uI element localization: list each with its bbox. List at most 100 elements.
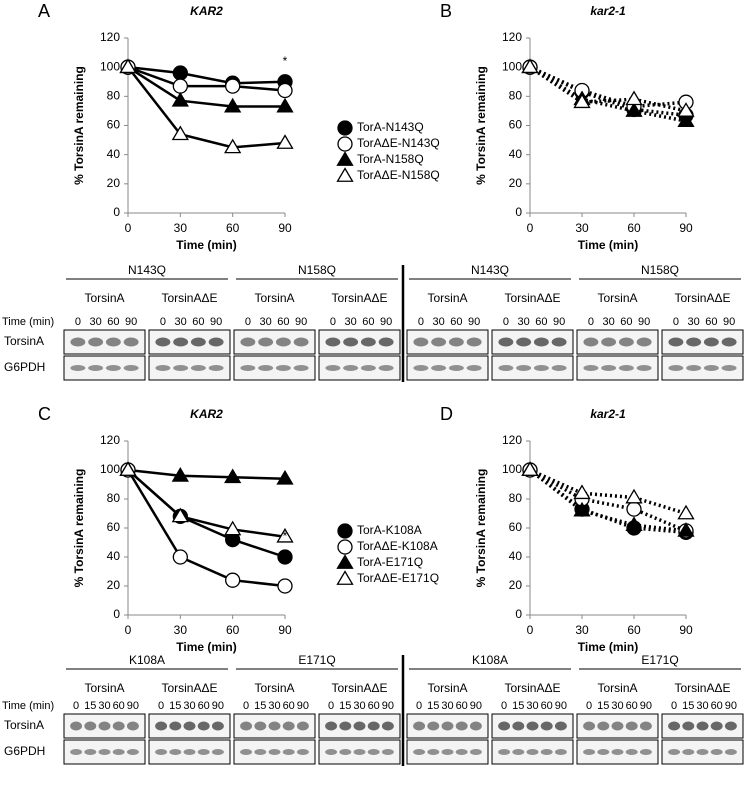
group-label: N158Q (298, 263, 336, 277)
group-label: N158Q (641, 263, 679, 277)
blot-band (84, 721, 97, 731)
blot-band (360, 337, 376, 347)
marker (224, 520, 242, 536)
y-tick-label: 60 (107, 118, 121, 132)
marker (224, 138, 242, 154)
blot-band (88, 365, 104, 371)
blot-band (448, 337, 464, 347)
marker (172, 65, 188, 81)
blot-band (275, 337, 291, 347)
group-label: K108A (129, 653, 165, 667)
row-label: TorsinA (4, 718, 44, 732)
y-tick-label: 40 (107, 147, 121, 161)
y-tick-label: 60 (107, 520, 121, 534)
x-tick-label: 90 (278, 221, 292, 235)
time-point: 60 (198, 700, 210, 712)
time-point: 90 (210, 316, 222, 328)
blot-band (583, 749, 596, 755)
legend-label: TorA-N158Q (357, 152, 424, 166)
time-point: 60 (711, 700, 723, 712)
time-point: 30 (441, 700, 453, 712)
x-tick-label: 90 (679, 623, 693, 637)
blot-band (211, 749, 224, 755)
blot-band (70, 749, 83, 755)
x-axis-label: Time (min) (578, 640, 638, 654)
blot-band (70, 365, 86, 371)
x-tick-label: 0 (527, 221, 534, 235)
blot-band (126, 721, 139, 731)
blot-band (105, 365, 121, 371)
lane-label: TorsinAΔE (161, 681, 217, 695)
blot-band (381, 721, 394, 731)
blot-band (427, 749, 440, 755)
blot-band (448, 365, 464, 371)
y-tick-label: 20 (107, 176, 121, 190)
y-tick-label: 40 (509, 549, 523, 563)
marker (225, 572, 241, 588)
y-axis-label: % TorsinA remaining (474, 469, 488, 588)
marker (573, 484, 591, 500)
time-point: 15 (169, 700, 181, 712)
y-tick-label: 120 (502, 30, 522, 44)
time-point: 60 (705, 316, 717, 328)
time-point: 30 (90, 316, 102, 328)
time-point: 30 (688, 316, 700, 328)
blot-band (268, 749, 281, 755)
time-point: 0 (328, 700, 334, 712)
time-label: Time (min) (2, 316, 54, 328)
marker (625, 102, 643, 117)
time-point: 30 (260, 316, 272, 328)
blot-band (668, 749, 681, 755)
marker (337, 120, 353, 136)
x-tick-label: 90 (278, 623, 292, 637)
blot-band (367, 721, 380, 731)
y-axis-label: % TorsinA remaining (72, 469, 86, 588)
blot-band (413, 337, 429, 347)
blot-band (611, 749, 624, 755)
marker (337, 136, 353, 152)
time-point: 60 (535, 316, 547, 328)
blot-band (183, 749, 196, 755)
blot-band (254, 721, 267, 731)
y-tick-label: 20 (509, 176, 523, 190)
x-axis-label: Time (min) (176, 238, 236, 252)
marker (625, 90, 643, 106)
series-line (126, 469, 286, 588)
x-tick-label: 0 (125, 623, 132, 637)
time-point: 30 (268, 700, 280, 712)
panel-label: B (440, 1, 452, 21)
time-point: 15 (597, 700, 609, 712)
blot-band (240, 365, 256, 371)
blot-band (282, 721, 295, 731)
time-point: 60 (362, 316, 374, 328)
series-line (529, 65, 687, 113)
time-point: 90 (380, 316, 392, 328)
blot-band (625, 721, 638, 731)
blot-band (70, 337, 86, 347)
marker (171, 507, 189, 523)
blot-band (367, 749, 380, 755)
marker (277, 549, 293, 565)
marker (119, 461, 137, 476)
x-tick-label: 30 (174, 623, 188, 637)
series-line (127, 66, 286, 149)
lane-label: TorsinAΔE (161, 291, 217, 305)
time-point: 90 (640, 700, 652, 712)
series-line (528, 468, 687, 535)
group-label: E171Q (298, 653, 335, 667)
blot-band (378, 365, 394, 371)
blot-band (197, 721, 210, 731)
legend-label: TorAΔE-N143Q (357, 136, 440, 150)
series-line (127, 65, 286, 92)
time-point: 60 (107, 316, 119, 328)
y-tick-label: 60 (509, 520, 523, 534)
row-label: G6PDH (4, 744, 45, 758)
blot-band (190, 365, 206, 371)
time-point: 60 (626, 700, 638, 712)
blot-band (721, 337, 737, 347)
blot-band (469, 749, 482, 755)
time-point: 60 (283, 700, 295, 712)
blot-band (258, 365, 274, 371)
series-line (529, 65, 687, 118)
blot-band (173, 337, 189, 347)
